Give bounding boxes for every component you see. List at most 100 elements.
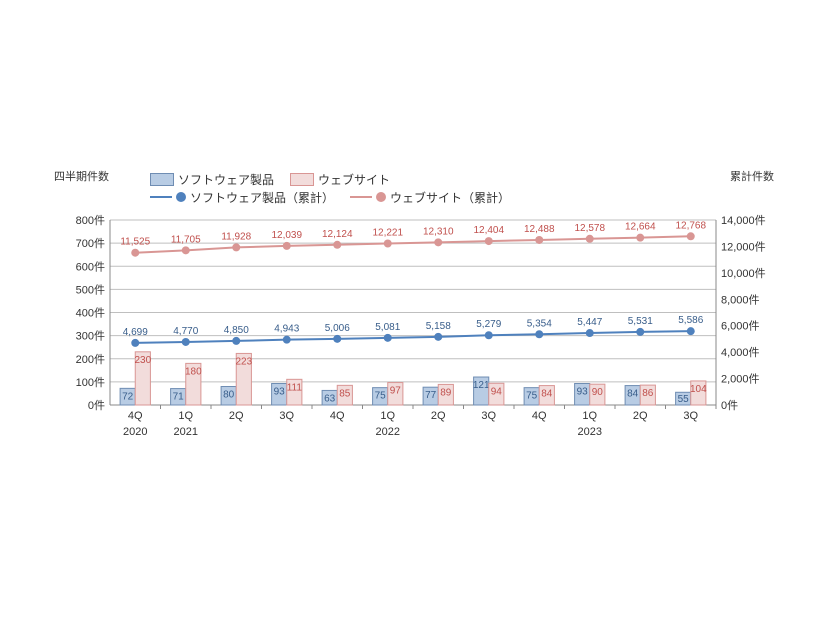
line-marker: [636, 234, 644, 242]
bar-label: 80: [223, 390, 235, 401]
line-marker: [535, 236, 543, 244]
bar-label: 97: [390, 386, 402, 397]
bar-label: 111: [287, 382, 303, 393]
chart-svg: 0件100件200件300件400件500件600件700件800件0件2,00…: [50, 165, 776, 465]
line-label: 4,943: [274, 324, 299, 335]
line-label: 12,310: [423, 226, 454, 237]
bar-label: 90: [592, 387, 604, 398]
line-label: 12,768: [675, 220, 706, 231]
x-year-label: 2020: [123, 426, 147, 438]
svg-text:300件: 300件: [76, 330, 105, 343]
svg-text:800件: 800件: [76, 214, 105, 227]
chart-plot: 0件100件200件300件400件500件600件700件800件0件2,00…: [50, 165, 776, 465]
svg-text:600件: 600件: [76, 260, 105, 273]
bar-label: 94: [491, 386, 503, 397]
bar-label: 104: [690, 384, 707, 395]
x-year-label: 2023: [578, 426, 602, 438]
bar-label: 77: [425, 390, 437, 401]
line-label: 11,525: [120, 237, 150, 248]
x-tick-label: 3Q: [683, 410, 698, 422]
line-label: 12,039: [271, 230, 302, 241]
line-label: 12,488: [524, 224, 555, 235]
bar-label: 75: [375, 391, 387, 402]
svg-text:500件: 500件: [76, 283, 105, 296]
bar-label: 55: [678, 394, 690, 405]
line-label: 5,354: [527, 318, 552, 329]
line-label: 11,705: [171, 234, 201, 245]
line-marker: [485, 331, 493, 339]
line-marker: [182, 246, 190, 254]
chart-container: 四半期件数 累計件数 ソフトウェア製品 ウェブサイト ソフトウェア製品（累計） …: [0, 0, 826, 620]
bar-label: 121: [473, 380, 490, 391]
line-label: 12,664: [625, 222, 656, 233]
line-marker: [586, 329, 594, 337]
line-label: 5,006: [325, 323, 350, 334]
line-marker: [687, 327, 695, 335]
x-tick-label: 3Q: [481, 410, 496, 422]
line-label: 5,447: [577, 317, 602, 328]
line-marker: [131, 339, 139, 347]
bar-label: 89: [440, 387, 452, 398]
line-label: 5,586: [678, 315, 703, 326]
line-marker: [384, 334, 392, 342]
bar-label: 75: [526, 391, 538, 402]
bar-label: 71: [173, 392, 185, 403]
svg-text:100件: 100件: [76, 376, 105, 389]
x-tick-label: 1Q: [582, 410, 597, 422]
svg-text:4,000件: 4,000件: [721, 346, 760, 359]
x-year-label: 2021: [174, 426, 198, 438]
bar-label: 84: [627, 389, 639, 400]
bar-label: 93: [274, 386, 286, 397]
bar-label: 86: [642, 388, 654, 399]
line-label: 5,279: [476, 319, 501, 330]
svg-text:14,000件: 14,000件: [721, 214, 766, 227]
x-year-label: 2022: [376, 426, 400, 438]
line-label: 4,699: [123, 327, 148, 338]
line-marker: [232, 243, 240, 251]
svg-text:0件: 0件: [88, 399, 105, 412]
bar-label: 230: [134, 355, 151, 366]
bar-label: 84: [541, 389, 553, 400]
svg-text:0件: 0件: [721, 399, 738, 412]
bar-label: 85: [339, 388, 351, 399]
x-tick-label: 4Q: [330, 410, 345, 422]
line-label: 12,578: [574, 223, 605, 234]
svg-text:12,000件: 12,000件: [721, 240, 766, 253]
line-marker: [182, 338, 190, 346]
bar-label: 63: [324, 393, 336, 404]
line-marker: [434, 333, 442, 341]
line-marker: [687, 232, 695, 240]
line-marker: [384, 240, 392, 248]
svg-text:10,000件: 10,000件: [721, 267, 766, 280]
svg-text:2,000件: 2,000件: [721, 373, 760, 386]
x-tick-label: 2Q: [229, 410, 244, 422]
line-label: 4,770: [173, 326, 198, 337]
x-tick-label: 1Q: [178, 410, 193, 422]
line-marker: [283, 242, 291, 250]
line-label: 5,158: [426, 321, 451, 332]
svg-text:8,000件: 8,000件: [721, 293, 760, 306]
line-marker: [586, 235, 594, 243]
x-tick-label: 4Q: [128, 410, 143, 422]
line-marker: [283, 336, 291, 344]
line-marker: [131, 249, 139, 257]
line-label: 4,850: [224, 325, 249, 336]
x-tick-label: 2Q: [431, 410, 446, 422]
line-marker: [636, 328, 644, 336]
line-label: 12,221: [372, 228, 403, 239]
line-marker: [434, 238, 442, 246]
line-label: 12,124: [322, 229, 353, 240]
x-tick-label: 2Q: [633, 410, 648, 422]
bar-label: 93: [577, 386, 589, 397]
x-tick-label: 1Q: [380, 410, 395, 422]
svg-text:200件: 200件: [76, 353, 105, 366]
bar-label: 180: [185, 366, 202, 377]
line-label: 5,531: [628, 316, 653, 327]
x-tick-label: 3Q: [279, 410, 294, 422]
line-marker: [333, 335, 341, 343]
svg-text:400件: 400件: [76, 307, 105, 320]
line-series: [135, 331, 691, 343]
line-label: 12,404: [473, 225, 504, 236]
line-label: 11,928: [221, 231, 251, 242]
bar-label: 223: [235, 356, 252, 367]
